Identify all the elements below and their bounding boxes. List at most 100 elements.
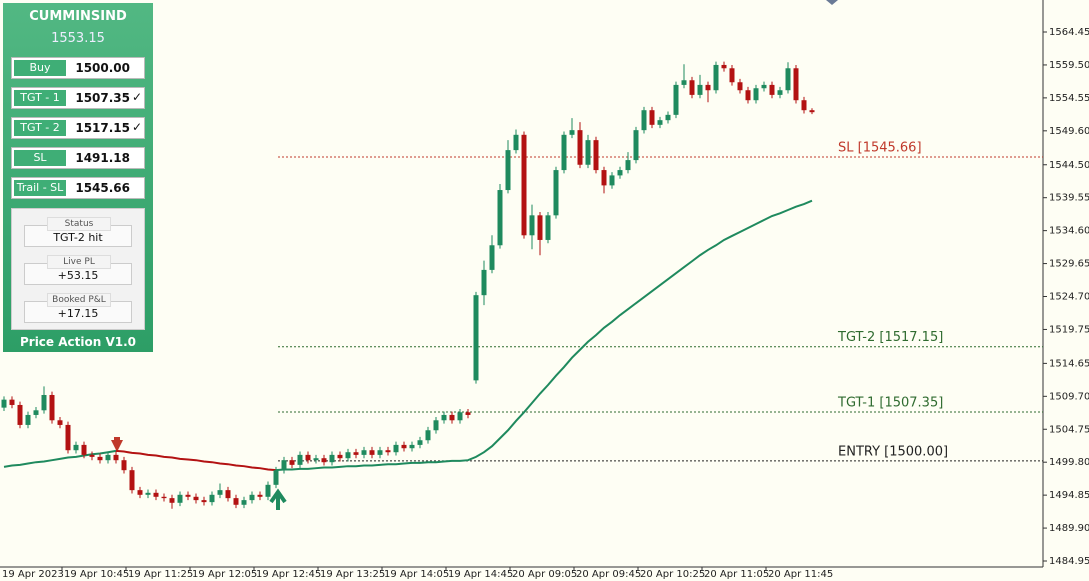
row-check: ✓ bbox=[131, 120, 142, 134]
candle-body bbox=[441, 414, 447, 421]
panel-row: Buy 1500.00 bbox=[11, 57, 145, 79]
field-value: +53.15 bbox=[57, 269, 99, 282]
field-label: Live PL bbox=[47, 255, 111, 269]
candle-body bbox=[113, 454, 119, 461]
row-value: 1500.00 bbox=[75, 61, 130, 75]
level-label: ENTRY [1500.00] bbox=[838, 444, 948, 459]
field-label: Booked P&L bbox=[47, 293, 111, 307]
panel-row: SL 1491.18 bbox=[11, 147, 145, 169]
row-label: SL bbox=[14, 150, 66, 166]
candle-body bbox=[153, 492, 159, 497]
candle-body bbox=[673, 84, 679, 115]
candle-body bbox=[337, 454, 343, 459]
y-tick-label: 1534.60 bbox=[1049, 226, 1089, 237]
candle-body bbox=[17, 404, 23, 425]
candle-body bbox=[625, 160, 631, 171]
symbol: CUMMINSIND bbox=[29, 9, 127, 24]
candle-body bbox=[137, 490, 143, 495]
price: 1553.15 bbox=[51, 31, 105, 46]
candle-body bbox=[729, 68, 735, 83]
candle-body bbox=[609, 175, 615, 186]
moving-average bbox=[3, 199, 813, 472]
candle-body bbox=[489, 245, 495, 270]
candle-body bbox=[289, 460, 295, 465]
field-label: Status bbox=[47, 217, 111, 231]
candle-body bbox=[553, 170, 559, 216]
candle-body bbox=[281, 460, 287, 471]
candle-body bbox=[585, 140, 591, 165]
sell-arrow bbox=[111, 437, 123, 452]
x-tick-label: 20 Apr 09:05 bbox=[512, 569, 577, 580]
x-tick-label: 19 Apr 11:25 bbox=[128, 569, 193, 580]
row-label: TGT - 1 bbox=[14, 90, 66, 106]
candle-body bbox=[465, 412, 471, 415]
candle-body bbox=[41, 394, 47, 411]
x-tick-label: 20 Apr 09:45 bbox=[576, 569, 641, 580]
status-field: Live PL +53.15 bbox=[24, 255, 132, 285]
candle-body bbox=[497, 190, 503, 246]
candle-body bbox=[681, 80, 687, 85]
candle-body bbox=[521, 134, 527, 236]
candle-body bbox=[385, 450, 391, 453]
candle-body bbox=[689, 80, 695, 95]
y-tick-label: 1519.75 bbox=[1049, 324, 1089, 335]
candle-body bbox=[809, 110, 815, 113]
candle-body bbox=[185, 494, 191, 497]
candle-body bbox=[617, 170, 623, 176]
row-value: 1507.35 bbox=[75, 91, 130, 105]
candle-body bbox=[257, 494, 263, 497]
candle-body bbox=[449, 414, 455, 421]
row-value: 1491.18 bbox=[75, 151, 130, 165]
candle-body bbox=[33, 410, 39, 415]
candle-body bbox=[97, 456, 103, 461]
candle-body bbox=[593, 140, 599, 171]
row-value: 1517.15 bbox=[75, 121, 130, 135]
candle-body bbox=[145, 492, 151, 495]
candle-body bbox=[201, 500, 207, 503]
candle-body bbox=[785, 68, 791, 91]
candle-body bbox=[345, 452, 351, 459]
trade-panel: CUMMINSIND 1553.15 Buy 1500.00 TGT - 1 1507… bbox=[3, 3, 153, 352]
y-tick-label: 1549.60 bbox=[1049, 126, 1089, 137]
candle-body bbox=[577, 130, 583, 165]
candle-body bbox=[569, 130, 575, 135]
panel-footer: Price Action V1.0 bbox=[19, 335, 136, 349]
field-value: TGT-2 hit bbox=[53, 231, 103, 244]
x-tick-label: 19 Apr 10:45 bbox=[64, 569, 129, 580]
candle-body bbox=[401, 444, 407, 449]
y-tick-label: 1554.55 bbox=[1049, 93, 1089, 104]
candle-body bbox=[49, 394, 55, 421]
candle-body bbox=[801, 100, 807, 111]
candle-body bbox=[721, 64, 727, 69]
candle-body bbox=[81, 444, 87, 455]
field-value: +17.15 bbox=[57, 307, 99, 320]
candle-body bbox=[633, 130, 639, 161]
y-tick-label: 1529.65 bbox=[1049, 259, 1089, 270]
y-tick-label: 1494.85 bbox=[1049, 490, 1089, 501]
y-tick-label: 1509.70 bbox=[1049, 391, 1089, 402]
y-tick-label: 1544.50 bbox=[1049, 160, 1089, 171]
candle-body bbox=[777, 90, 783, 95]
candle-body bbox=[209, 494, 215, 503]
candle-body bbox=[105, 454, 111, 461]
candle-body bbox=[433, 420, 439, 431]
candle-body bbox=[297, 454, 303, 465]
scroll-marker bbox=[826, 0, 838, 5]
x-tick-label: 20 Apr 11:45 bbox=[768, 569, 833, 580]
panel-row: Trail - SL 1545.66 bbox=[11, 177, 145, 199]
candle-body bbox=[641, 110, 647, 131]
y-tick-label: 1559.50 bbox=[1049, 60, 1089, 71]
candle-body bbox=[737, 82, 743, 91]
candle-body bbox=[393, 444, 399, 453]
candle-body bbox=[161, 496, 167, 499]
candle-body bbox=[377, 450, 383, 455]
level-label: TGT-2 [1517.15] bbox=[837, 330, 943, 345]
candle-body bbox=[273, 470, 279, 485]
candle-body bbox=[457, 412, 463, 421]
candle-body bbox=[9, 399, 15, 405]
candle-body bbox=[313, 458, 319, 461]
candle-body bbox=[177, 494, 183, 503]
x-tick-label: 20 Apr 11:05 bbox=[704, 569, 769, 580]
candle-body bbox=[57, 420, 63, 425]
